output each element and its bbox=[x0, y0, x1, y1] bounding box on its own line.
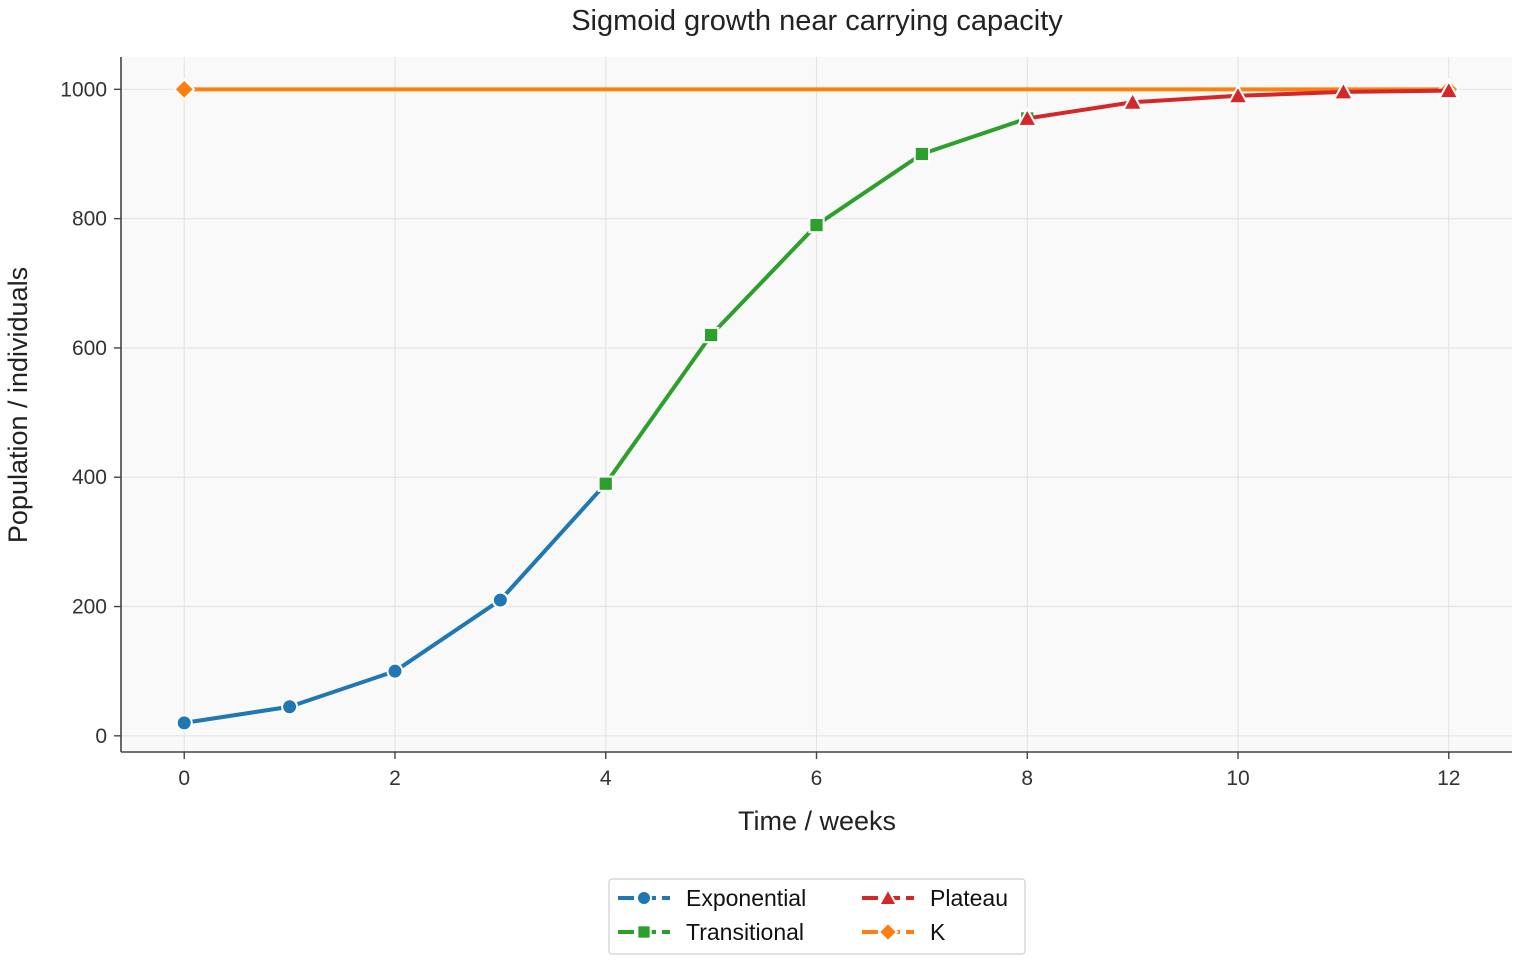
data-point-plateau bbox=[1121, 90, 1144, 111]
x-tick-label: 8 bbox=[1021, 767, 1033, 790]
x-tick-label: 10 bbox=[1226, 767, 1249, 790]
x-tick-label: 2 bbox=[389, 767, 401, 790]
legend-label: Plateau bbox=[930, 885, 1008, 911]
data-point-k bbox=[173, 78, 196, 101]
legend-marker bbox=[877, 921, 899, 943]
data-point-exponential bbox=[491, 591, 509, 609]
data-point-transitional bbox=[808, 216, 825, 234]
legend-box bbox=[608, 878, 1026, 955]
x-tick-label: 6 bbox=[811, 767, 823, 790]
legend: Exponential Transitional Plateau K bbox=[608, 878, 1026, 955]
legend-item-transitional: Transitional bbox=[618, 919, 804, 945]
tick-labels: 0 2 4 6 8 10 12 0 200 400 600 800 1000 bbox=[60, 78, 1460, 790]
data-point-exponential bbox=[175, 714, 193, 732]
legend-label: Transitional bbox=[686, 919, 804, 945]
x-tick-label: 4 bbox=[600, 767, 612, 790]
legend-label: Exponential bbox=[686, 885, 806, 911]
legend-marker bbox=[877, 887, 899, 906]
y-tick-label: 200 bbox=[72, 596, 107, 619]
y-tick-label: 400 bbox=[72, 466, 107, 489]
x-axis-title: Time / weeks bbox=[738, 806, 896, 836]
data-point-transitional bbox=[702, 326, 720, 344]
legend-item-k: K bbox=[862, 919, 946, 945]
legend-marker bbox=[636, 890, 652, 906]
y-tick-label: 600 bbox=[72, 337, 107, 360]
y-tick-label: 800 bbox=[72, 208, 107, 231]
series bbox=[173, 78, 1460, 732]
data-point-plateau bbox=[1437, 79, 1460, 100]
data-point-exponential bbox=[386, 662, 404, 680]
chart-title: Sigmoid growth near carrying capacity bbox=[571, 5, 1063, 37]
legend-items: Exponential Transitional Plateau K bbox=[618, 885, 1008, 945]
x-tick-label: 0 bbox=[178, 767, 190, 790]
legend-marker bbox=[636, 924, 652, 940]
data-point-plateau bbox=[1332, 80, 1355, 101]
data-point-exponential bbox=[281, 698, 299, 716]
x-tick-label: 12 bbox=[1437, 767, 1460, 790]
y-axis-title: Population / individuals bbox=[3, 267, 33, 543]
y-tick-label: 0 bbox=[95, 725, 107, 748]
y-tick-label: 1000 bbox=[60, 78, 107, 101]
data-point-transitional bbox=[597, 475, 614, 492]
data-point-plateau bbox=[1226, 84, 1250, 105]
data-point-plateau bbox=[1016, 106, 1039, 127]
legend-item-exponential: Exponential bbox=[618, 885, 806, 911]
legend-label: K bbox=[930, 919, 946, 945]
data-point-transitional bbox=[913, 145, 931, 163]
legend-item-plateau: Plateau bbox=[862, 885, 1008, 911]
grid-lines bbox=[121, 57, 1512, 752]
series-plateau bbox=[1016, 79, 1460, 127]
